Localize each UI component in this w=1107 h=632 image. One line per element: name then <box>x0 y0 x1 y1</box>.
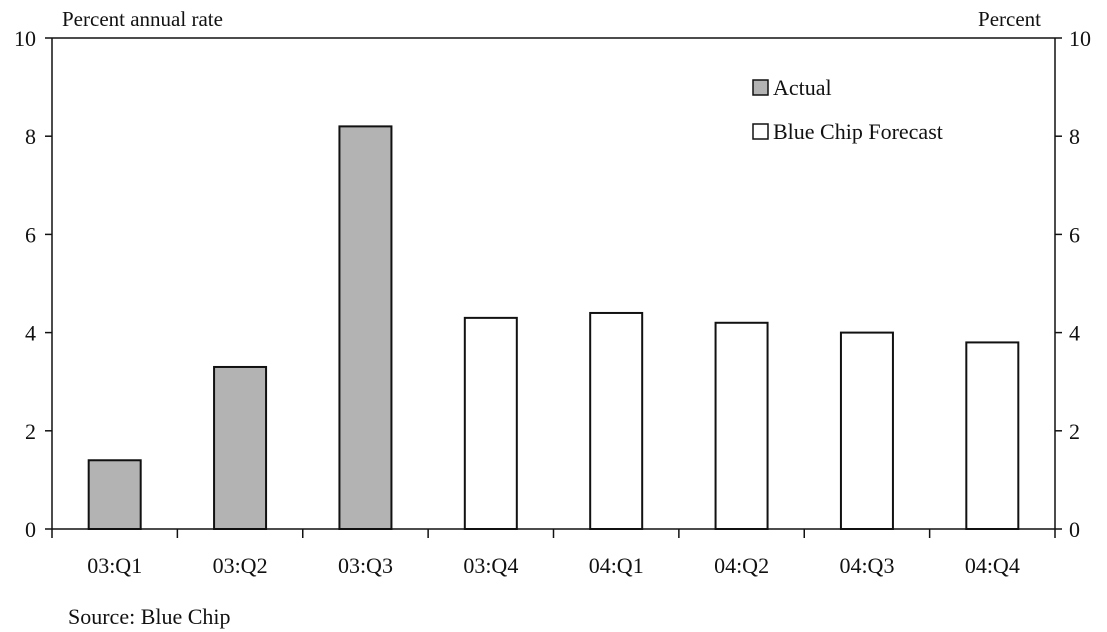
left-axis-title: Percent annual rate <box>62 7 223 31</box>
x-tick-label: 03:Q2 <box>213 553 268 578</box>
left-y-tick-label: 4 <box>25 321 36 346</box>
x-tick-label: 04:Q4 <box>965 553 1020 578</box>
right-y-tick-label: 4 <box>1069 321 1080 346</box>
forecast-bar <box>589 311 644 530</box>
x-tick-label: 04:Q1 <box>589 553 644 578</box>
right-y-tick-label: 0 <box>1069 517 1080 542</box>
left-y-tick-label: 6 <box>25 222 36 247</box>
forecast-bar <box>714 321 769 530</box>
actual-bar <box>213 365 268 530</box>
x-tick-label: 04:Q3 <box>839 553 894 578</box>
x-tick-label: 03:Q4 <box>463 553 518 578</box>
left-y-tick-label: 8 <box>25 124 36 149</box>
legend-swatch <box>752 79 769 96</box>
plot-frame <box>51 37 1056 530</box>
forecast-bar <box>463 316 518 530</box>
left-y-tick-label: 2 <box>25 419 36 444</box>
right-y-tick-label: 8 <box>1069 124 1080 149</box>
actual-bar <box>338 125 393 530</box>
right-y-tick-label: 2 <box>1069 419 1080 444</box>
forecast-bar <box>839 331 894 530</box>
right-y-axis: 0 2 4 6 8 10 <box>1055 26 1091 542</box>
left-y-tick-label: 10 <box>14 26 36 51</box>
right-axis-title: Percent <box>978 7 1041 31</box>
forecast-bar <box>965 341 1020 531</box>
left-y-tick-label: 0 <box>25 517 36 542</box>
x-tick-label: 03:Q3 <box>338 553 393 578</box>
actual-bar <box>87 459 142 531</box>
x-tick-label: 03:Q1 <box>87 553 142 578</box>
legend-label: Actual <box>773 75 832 100</box>
x-tick-label: 04:Q2 <box>714 553 769 578</box>
x-axis: 03:Q1 03:Q2 03:Q3 03:Q4 04:Q1 04:Q2 04:Q3 04:Q4 <box>51 529 1056 578</box>
bars <box>87 125 1020 531</box>
legend-swatch <box>752 123 769 140</box>
legend-label: Blue Chip Forecast <box>773 119 943 144</box>
legend: Actual Blue Chip Forecast <box>752 75 943 144</box>
right-y-tick-label: 10 <box>1069 26 1091 51</box>
right-y-tick-label: 6 <box>1069 222 1080 247</box>
source-note: Source: Blue Chip <box>68 604 231 629</box>
left-y-axis: 0 2 4 6 8 10 <box>14 26 52 542</box>
